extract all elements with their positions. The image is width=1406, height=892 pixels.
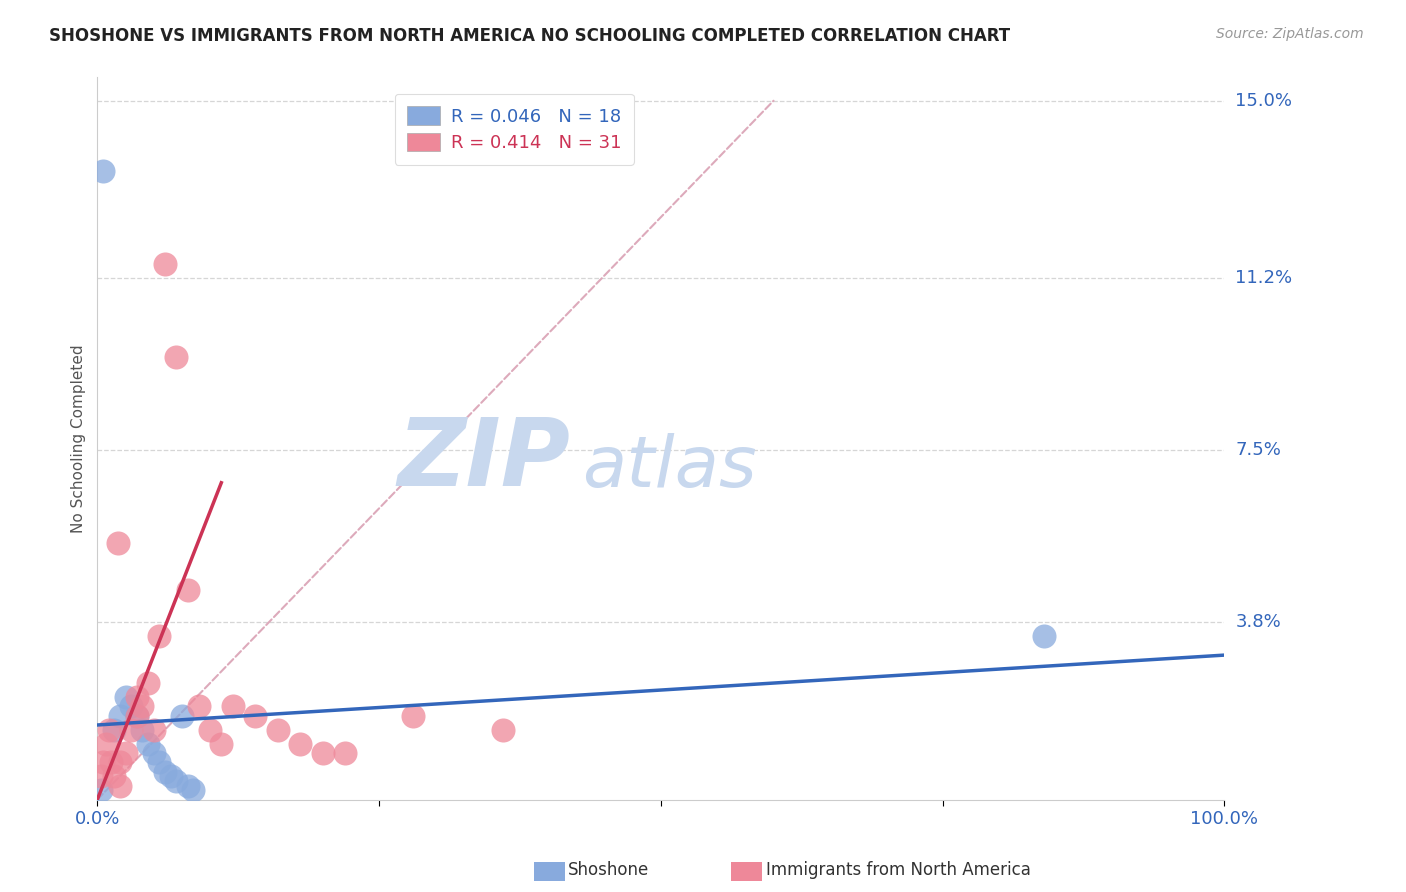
Point: [492, 723, 515, 737]
Text: Source: ZipAtlas.com: Source: ZipAtlas.com: [1216, 27, 1364, 41]
Point: [290, 737, 312, 751]
Text: 3.8%: 3.8%: [1236, 614, 1281, 632]
Point: [90, 783, 112, 797]
Point: [120, 723, 142, 737]
Point: [148, 756, 170, 770]
Point: [221, 699, 243, 714]
Point: [100, 756, 122, 770]
Point: [91, 163, 114, 178]
Text: Shoshone: Shoshone: [568, 861, 650, 879]
Point: [142, 723, 165, 737]
Point: [165, 773, 187, 788]
Point: [402, 708, 425, 723]
Y-axis label: No Schooling Completed: No Schooling Completed: [72, 344, 86, 533]
Point: [1033, 630, 1056, 644]
Point: [148, 630, 170, 644]
Point: [243, 708, 266, 723]
Point: [125, 708, 148, 723]
Point: [96, 737, 118, 751]
Point: [170, 708, 193, 723]
Point: [114, 690, 136, 704]
Point: [120, 699, 142, 714]
Point: [159, 769, 181, 783]
Legend: R = 0.046   N = 18, R = 0.414   N = 31: R = 0.046 N = 18, R = 0.414 N = 31: [395, 94, 634, 165]
Point: [136, 676, 159, 690]
Point: [181, 783, 204, 797]
Point: [209, 737, 232, 751]
Point: [176, 779, 198, 793]
Point: [266, 723, 288, 737]
Point: [131, 723, 153, 737]
Point: [312, 746, 335, 760]
Text: 15.0%: 15.0%: [1236, 92, 1292, 110]
Point: [114, 746, 136, 760]
Point: [108, 779, 131, 793]
Point: [335, 746, 357, 760]
Point: [165, 350, 187, 364]
Text: atlas: atlas: [582, 433, 756, 502]
Point: [108, 708, 131, 723]
Text: 11.2%: 11.2%: [1236, 268, 1292, 286]
Point: [108, 756, 131, 770]
Point: [136, 737, 159, 751]
Point: [142, 746, 165, 760]
Point: [187, 699, 209, 714]
Point: [125, 690, 148, 704]
Point: [131, 699, 153, 714]
Point: [90, 769, 112, 783]
Point: [103, 723, 125, 737]
Point: [153, 764, 176, 779]
Text: SHOSHONE VS IMMIGRANTS FROM NORTH AMERICA NO SCHOOLING COMPLETED CORRELATION CHA: SHOSHONE VS IMMIGRANTS FROM NORTH AMERIC…: [49, 27, 1011, 45]
Point: [107, 536, 129, 550]
Point: [125, 708, 148, 723]
Point: [176, 582, 198, 597]
Text: Immigrants from North America: Immigrants from North America: [766, 861, 1031, 879]
Text: ZIP: ZIP: [398, 414, 571, 506]
Point: [91, 756, 114, 770]
Point: [198, 723, 221, 737]
Point: [103, 769, 125, 783]
Text: 7.5%: 7.5%: [1236, 442, 1281, 459]
Point: [97, 723, 120, 737]
Point: [153, 257, 176, 271]
